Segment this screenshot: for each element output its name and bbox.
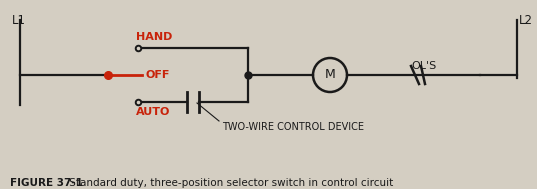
Text: OFF: OFF bbox=[146, 70, 170, 80]
Text: AUTO: AUTO bbox=[136, 107, 170, 117]
Text: L2: L2 bbox=[519, 14, 533, 27]
Text: OL'S: OL'S bbox=[411, 61, 436, 71]
Text: M: M bbox=[325, 68, 336, 81]
Text: FIGURE 37-1: FIGURE 37-1 bbox=[10, 178, 83, 188]
Text: L1: L1 bbox=[12, 14, 26, 27]
Text: TWO-WIRE CONTROL DEVICE: TWO-WIRE CONTROL DEVICE bbox=[222, 122, 364, 132]
Text: Standard duty, three-position selector switch in control circuit: Standard duty, three-position selector s… bbox=[66, 178, 393, 188]
Text: HAND: HAND bbox=[136, 32, 172, 42]
